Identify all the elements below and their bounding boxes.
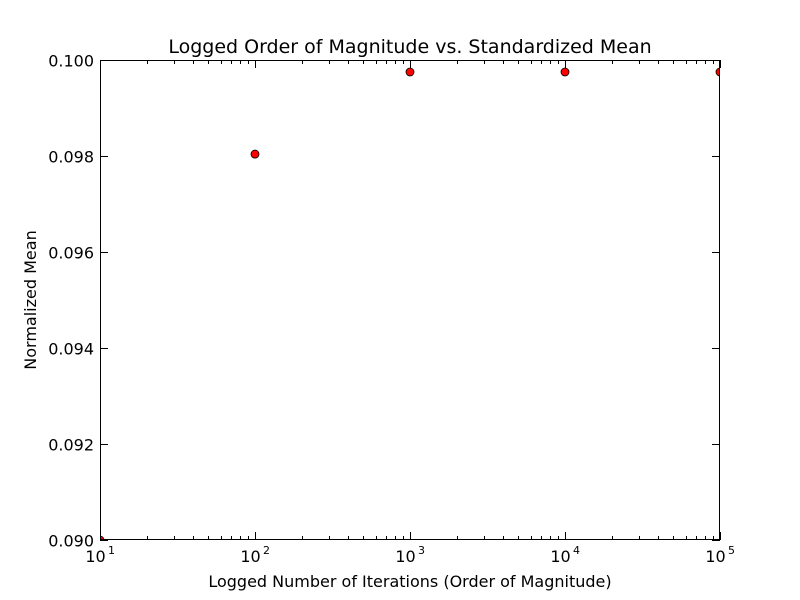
y-tick-labels: 0.090 0.092 0.094 0.096 0.098 0.100 [48, 52, 94, 551]
data-point [560, 67, 570, 77]
chart-title: Logged Order of Magnitude vs. Standardiz… [168, 36, 651, 58]
x-tick-exponent: 1 [108, 544, 115, 557]
x-tick-label: 10 [705, 547, 725, 566]
major-ticks [100, 60, 721, 541]
plot-frame [100, 60, 720, 540]
x-tick-label: 10 [395, 547, 415, 566]
y-tick-label: 0.100 [48, 52, 94, 71]
data-point [250, 149, 260, 159]
x-tick-labels: 10 1 10 2 10 3 10 4 10 5 [85, 544, 735, 566]
y-tick-label: 0.092 [48, 436, 94, 455]
y-axis-label: Normalized Mean [21, 230, 40, 369]
x-tick-label: 10 [550, 547, 570, 566]
x-tick-exponent: 3 [418, 544, 425, 557]
y-tick-label: 0.098 [48, 148, 94, 167]
x-axis-label: Logged Number of Iterations (Order of Ma… [208, 572, 611, 591]
y-tick-label: 0.094 [48, 340, 94, 359]
y-tick-label: 0.090 [48, 532, 94, 551]
data-points [100, 67, 720, 540]
data-point [405, 67, 415, 77]
x-tick-label: 10 [240, 547, 260, 566]
x-tick-exponent: 2 [263, 544, 270, 557]
x-tick-exponent: 5 [728, 544, 735, 557]
minor-ticks [147, 60, 714, 540]
x-tick-label: 10 [85, 547, 105, 566]
y-tick-label: 0.096 [48, 244, 94, 263]
x-tick-exponent: 4 [573, 544, 580, 557]
